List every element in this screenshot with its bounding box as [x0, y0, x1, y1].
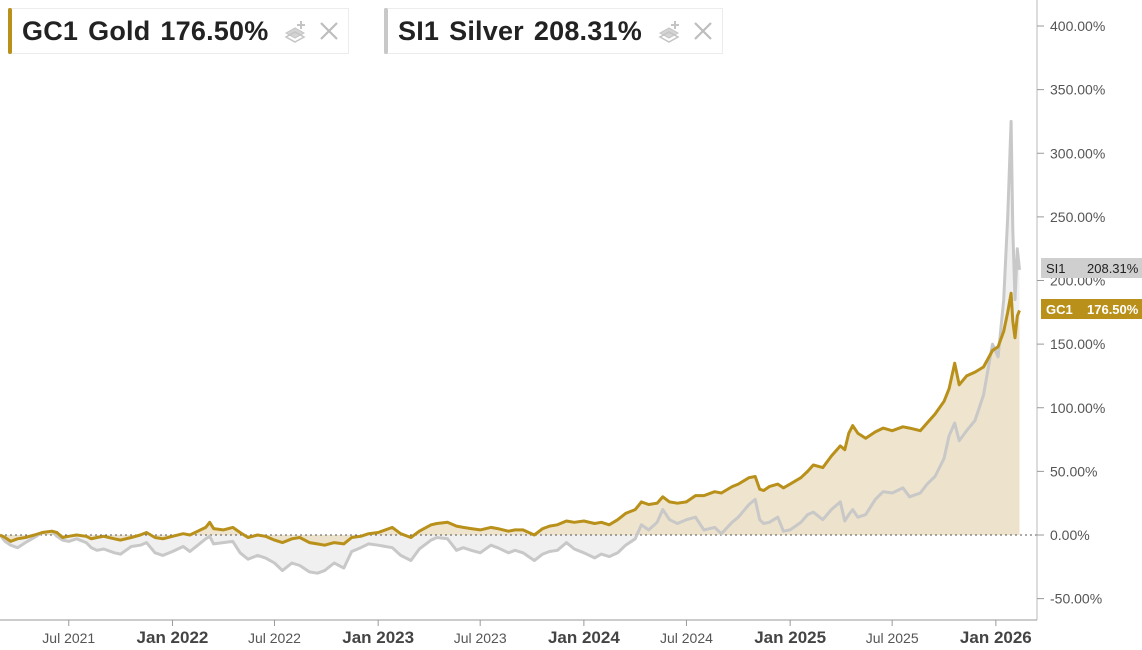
- x-tick-label: Jul 2024: [660, 630, 713, 646]
- series-end-labels: SI1 208.31% GC1 176.50%: [1041, 258, 1142, 319]
- legend-change: 208.31%: [533, 15, 642, 46]
- y-tick-label: -50.00%: [1050, 591, 1102, 607]
- y-tick-label: 50.00%: [1050, 463, 1097, 479]
- y-tick-label: 350.00%: [1050, 82, 1105, 98]
- end-label-si1: SI1 208.31%: [1041, 258, 1142, 278]
- series-fill-gc1: [0, 293, 1020, 546]
- x-axis-ticks: Jul 2021 Jan 2022 Jul 2022 Jan 2023 Jul 2023…: [42, 620, 1032, 647]
- series-line-gc1[interactable]: [0, 291, 1021, 547]
- close-icon[interactable]: [690, 18, 716, 44]
- x-tick-label: Jul 2021: [42, 630, 95, 646]
- legend-color-bar: [384, 8, 388, 54]
- legend-chip-gold[interactable]: GC1 Gold 176.50%: [8, 8, 350, 54]
- x-tick-label: Jul 2023: [454, 630, 507, 646]
- end-label-value: 208.31%: [1087, 261, 1139, 276]
- y-tick-label: 250.00%: [1050, 209, 1105, 225]
- layers-add-icon[interactable]: [282, 17, 310, 45]
- end-label-gc1: GC1 176.50%: [1041, 299, 1142, 319]
- series-line-si1[interactable]: [0, 119, 1021, 575]
- legend-name: Gold: [88, 15, 151, 46]
- legend-ticker: GC1: [22, 15, 79, 46]
- legend-change: 176.50%: [160, 15, 269, 46]
- end-label-value: 176.50%: [1087, 302, 1139, 317]
- end-label-background: [1041, 258, 1142, 278]
- x-tick-label: Jul 2025: [866, 630, 919, 646]
- series-fills: [0, 121, 1020, 574]
- x-tick-label: Jan 2025: [754, 628, 826, 647]
- y-tick-label: 100.00%: [1050, 400, 1105, 416]
- end-label-ticker: GC1: [1046, 302, 1073, 317]
- x-tick-label: Jul 2022: [248, 630, 301, 646]
- y-tick-label: 300.00%: [1050, 145, 1105, 161]
- end-label-ticker: SI1: [1046, 261, 1066, 276]
- y-tick-label: 400.00%: [1050, 18, 1105, 34]
- x-tick-label: Jan 2022: [137, 628, 209, 647]
- legend-chip-silver[interactable]: SI1 Silver 208.31%: [384, 8, 723, 54]
- layers-add-icon[interactable]: [656, 17, 684, 45]
- x-tick-label: Jan 2026: [960, 628, 1032, 647]
- legend-color-bar: [8, 8, 12, 54]
- end-label-background: [1041, 299, 1142, 319]
- legend-ticker: SI1: [398, 15, 440, 46]
- y-axis-ticks: 400.00%350.00%300.00%250.00%200.00%150.0…: [1037, 18, 1105, 607]
- series-lines: [0, 119, 1021, 575]
- x-tick-label: Jan 2024: [548, 628, 620, 647]
- legend-label: SI1 Silver 208.31%: [388, 16, 652, 47]
- y-tick-label: 0.00%: [1050, 527, 1090, 543]
- y-tick-label: 150.00%: [1050, 336, 1105, 352]
- legend-name: Silver: [449, 15, 524, 46]
- x-tick-label: Jan 2023: [342, 628, 414, 647]
- legend-label: GC1 Gold 176.50%: [12, 16, 278, 47]
- close-icon[interactable]: [316, 18, 342, 44]
